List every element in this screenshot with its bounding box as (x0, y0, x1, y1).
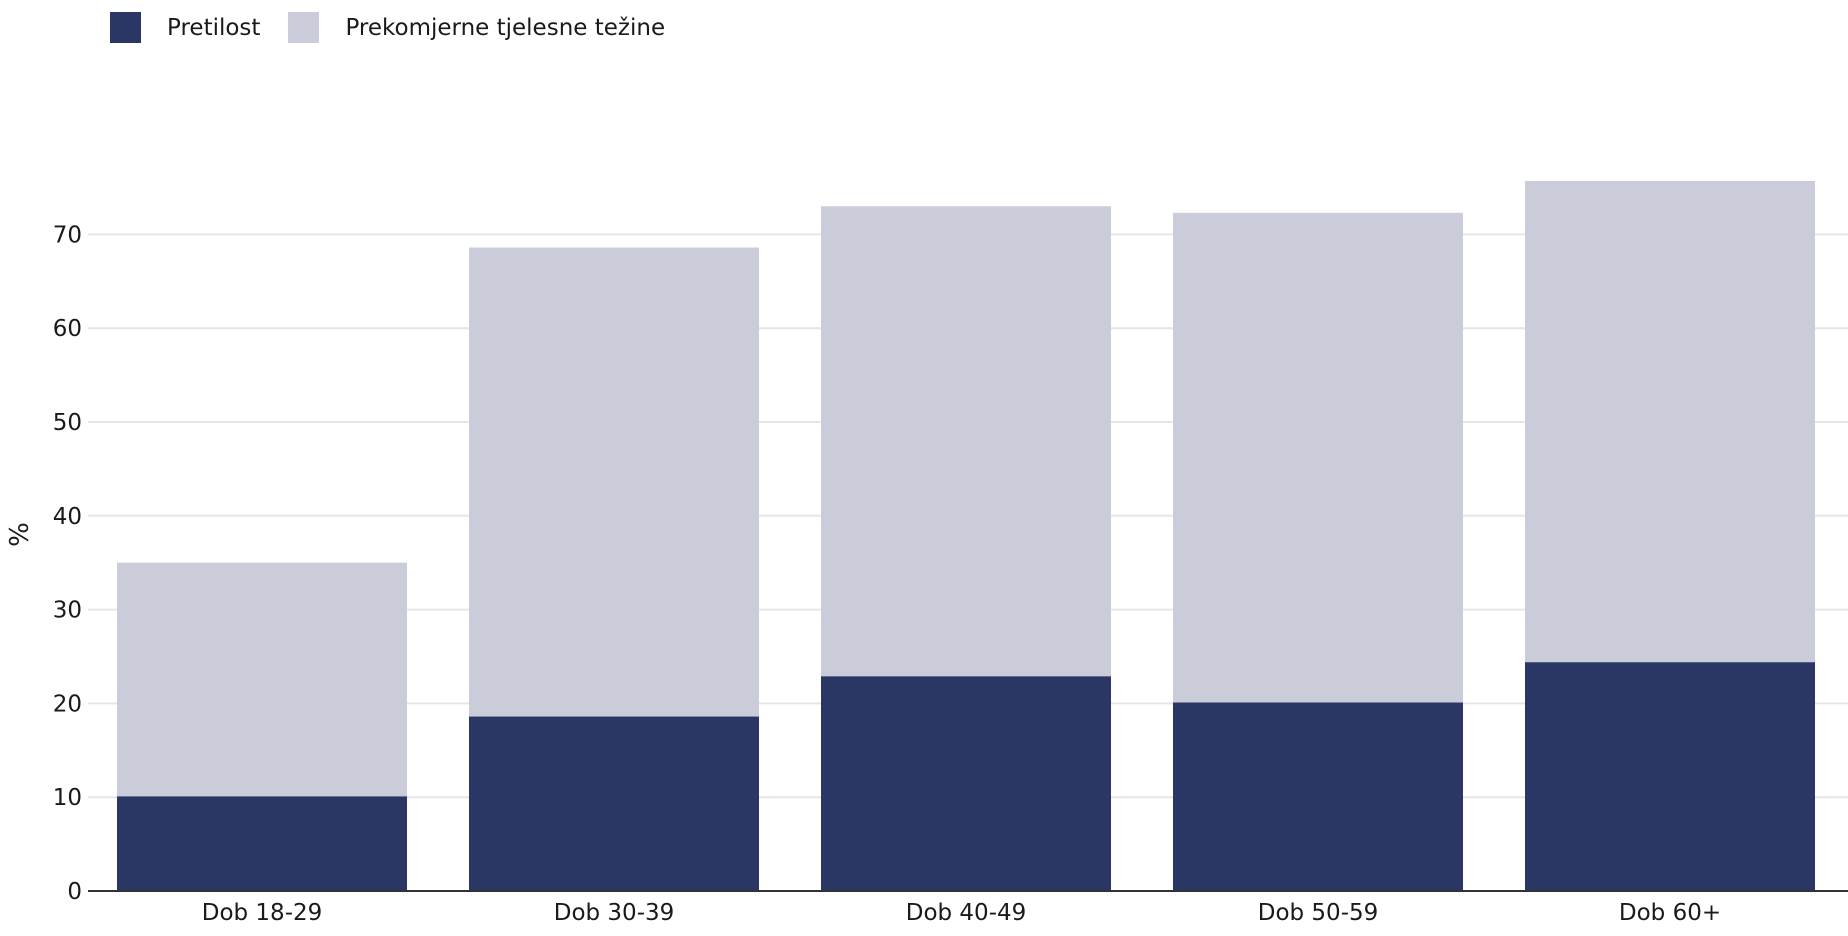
y-tick-label-0: 0 (67, 879, 82, 905)
legend-item-prekomjerne[interactable]: Prekomjerne tjelesne težine (288, 12, 665, 43)
x-tick-label-1: Dob 30-39 (554, 900, 675, 926)
bar-prekomjerne-4[interactable] (1525, 180, 1815, 663)
bar-prekomjerne-2[interactable] (821, 206, 1111, 677)
bar-prekomjerne-0[interactable] (117, 562, 407, 797)
x-tick-label-0: Dob 18-29 (202, 900, 323, 926)
bar-pretilost-4[interactable] (1525, 662, 1815, 891)
legend: Pretilost Prekomjerne tjelesne težine (110, 12, 693, 43)
bar-pretilost-1[interactable] (469, 716, 759, 891)
y-tick-label-70: 70 (53, 222, 82, 248)
y-tick-label-10: 10 (53, 785, 82, 811)
bar-pretilost-3[interactable] (1173, 702, 1463, 891)
x-tick-label-4: Dob 60+ (1619, 900, 1721, 926)
y-tick-label-50: 50 (53, 410, 82, 436)
bar-pretilost-2[interactable] (821, 676, 1111, 891)
y-tick-label-20: 20 (53, 691, 82, 717)
bar-prekomjerne-3[interactable] (1173, 212, 1463, 703)
y-tick-label-40: 40 (53, 504, 82, 530)
legend-item-pretilost[interactable]: Pretilost (110, 12, 260, 43)
bar-pretilost-0[interactable] (117, 796, 407, 891)
legend-label-prekomjerne: Prekomjerne tjelesne težine (345, 14, 666, 41)
legend-swatch-pretilost (110, 12, 141, 43)
y-tick-label-30: 30 (53, 598, 82, 624)
y-tick-label-60: 60 (53, 316, 82, 342)
x-tick-label-2: Dob 40-49 (906, 900, 1027, 926)
x-tick-label-3: Dob 50-59 (1258, 900, 1379, 926)
bar-prekomjerne-1[interactable] (469, 247, 759, 717)
legend-label-pretilost: Pretilost (167, 14, 261, 41)
y-axis-title: % (5, 522, 35, 547)
legend-swatch-prekomjerne (288, 12, 320, 43)
